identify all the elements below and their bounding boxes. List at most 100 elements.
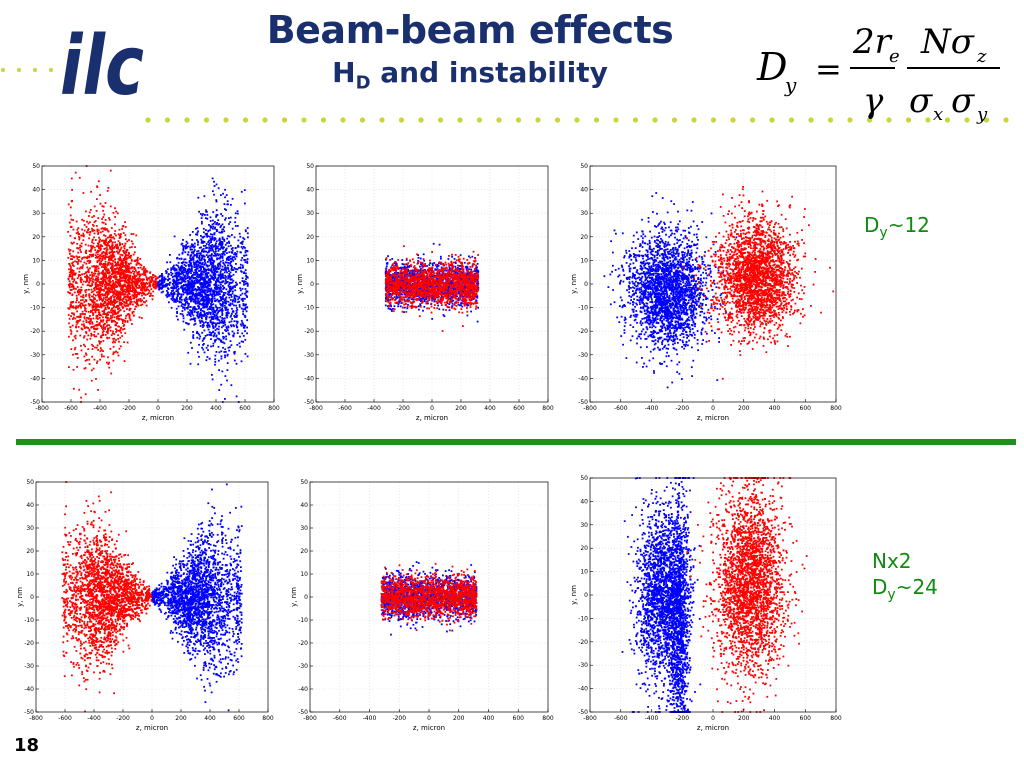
scatter-point bbox=[125, 258, 128, 261]
scatter-point bbox=[99, 284, 102, 287]
scatter-point bbox=[211, 259, 214, 262]
scatter-point bbox=[118, 325, 120, 328]
scatter-point bbox=[114, 246, 116, 248]
scatter-point bbox=[213, 334, 216, 336]
scatter-point bbox=[84, 271, 87, 274]
scatter-point bbox=[161, 277, 163, 280]
scatter-point bbox=[72, 305, 75, 308]
scatter-point bbox=[96, 344, 99, 347]
scatter-point bbox=[231, 292, 234, 295]
scatter-point bbox=[205, 234, 208, 237]
scatter-point bbox=[107, 356, 109, 359]
scatter-point bbox=[197, 252, 200, 255]
scatter-point bbox=[116, 351, 119, 354]
scatter-point bbox=[73, 348, 76, 351]
scatter-point bbox=[458, 304, 461, 307]
scatter-point bbox=[72, 256, 75, 259]
scatter-point bbox=[211, 378, 214, 381]
scatter-point bbox=[192, 318, 195, 321]
scatter-point bbox=[94, 270, 96, 273]
scatter-point bbox=[221, 254, 224, 256]
scatter-point bbox=[215, 209, 218, 212]
scatter-point bbox=[192, 286, 194, 289]
scatter-point bbox=[219, 253, 221, 256]
scatter-point bbox=[91, 326, 94, 328]
scatter-point bbox=[204, 262, 207, 264]
scatter-point bbox=[225, 288, 228, 291]
scatter-point bbox=[81, 283, 84, 286]
scatter-point bbox=[149, 271, 152, 274]
scatter-point bbox=[202, 348, 205, 351]
scatter-point bbox=[163, 276, 166, 279]
scatter-point bbox=[231, 307, 233, 310]
scatter-point bbox=[74, 281, 77, 284]
scatter-point bbox=[104, 279, 107, 281]
scatter-point bbox=[87, 228, 90, 230]
scatter-point bbox=[196, 312, 199, 315]
scatter-point bbox=[131, 323, 133, 325]
scatter-point bbox=[101, 355, 103, 358]
scatter-point bbox=[80, 245, 83, 248]
scatter-point bbox=[90, 285, 93, 287]
scatter-point bbox=[224, 264, 226, 267]
scatter-point bbox=[182, 246, 185, 249]
scatter-point bbox=[224, 398, 226, 400]
scatter-point bbox=[454, 265, 457, 268]
scatter-point bbox=[198, 355, 200, 358]
scatter-point bbox=[182, 245, 184, 247]
scatter-point bbox=[195, 294, 198, 297]
scatter-point bbox=[104, 281, 107, 283]
scatter-point bbox=[214, 304, 217, 307]
scatter-point bbox=[222, 250, 225, 253]
scatter-point bbox=[217, 345, 220, 348]
scatter-point bbox=[454, 271, 457, 274]
scatter-point bbox=[199, 320, 202, 323]
scatter-point bbox=[121, 243, 124, 245]
scatter-point bbox=[209, 308, 211, 310]
scatter-point bbox=[176, 276, 178, 278]
scatter-point bbox=[385, 265, 388, 268]
scatter-point bbox=[126, 289, 129, 291]
scatter-point bbox=[214, 253, 217, 256]
scatter-point bbox=[206, 322, 209, 325]
scatter-point bbox=[91, 333, 93, 336]
scatter-point bbox=[221, 273, 224, 275]
scatter-point bbox=[216, 291, 219, 293]
scatter-point bbox=[111, 307, 114, 310]
scatter-point bbox=[198, 257, 201, 260]
scatter-point bbox=[161, 281, 163, 283]
scatter-point bbox=[180, 282, 182, 285]
scatter-point bbox=[104, 333, 107, 336]
scatter-point bbox=[245, 272, 247, 275]
scatter-point bbox=[118, 272, 121, 275]
scatter-point bbox=[85, 319, 88, 322]
scatter-point bbox=[172, 278, 175, 281]
scatter-point bbox=[110, 301, 113, 303]
scatter-point bbox=[119, 309, 122, 311]
scatter-point bbox=[155, 283, 158, 285]
scatter-point bbox=[131, 283, 134, 286]
scatter-point bbox=[177, 318, 179, 321]
scatter-point bbox=[185, 247, 188, 249]
scatter-point bbox=[227, 277, 229, 280]
scatter-point bbox=[149, 280, 152, 282]
scatter-point bbox=[220, 275, 223, 277]
scatter-point bbox=[118, 302, 121, 304]
scatter-point bbox=[196, 275, 199, 278]
scatter-point bbox=[107, 298, 110, 300]
scatter-point bbox=[202, 289, 205, 292]
scatter-point bbox=[221, 253, 223, 255]
scatter-point bbox=[142, 283, 144, 285]
scatter-point bbox=[97, 253, 99, 256]
scatter-point bbox=[161, 284, 164, 287]
scatter-point bbox=[241, 247, 244, 250]
scatter-point bbox=[91, 271, 93, 274]
scatter-point bbox=[218, 389, 221, 391]
scatter-point bbox=[183, 271, 186, 274]
scatter-point bbox=[132, 314, 135, 317]
scatter-point bbox=[210, 315, 213, 318]
scatter-point bbox=[109, 284, 111, 287]
scatter-point bbox=[219, 321, 222, 324]
scatter-point bbox=[235, 314, 238, 317]
scatter-point bbox=[241, 280, 244, 282]
